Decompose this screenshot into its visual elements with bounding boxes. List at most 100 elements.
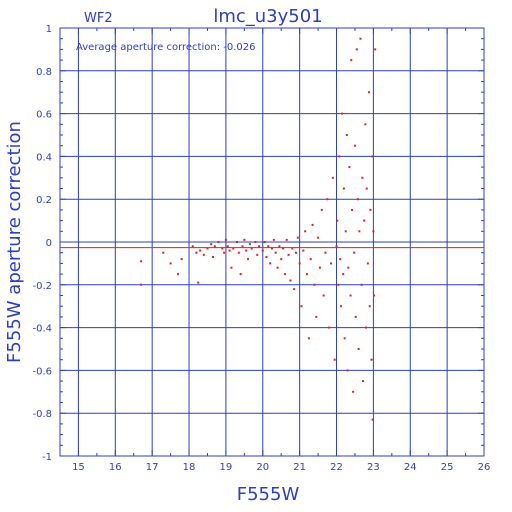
data-point — [339, 258, 342, 261]
y-tick-label: -0.6 — [32, 366, 52, 377]
data-point — [267, 245, 270, 248]
data-point — [336, 219, 339, 222]
data-point — [318, 266, 321, 269]
data-point — [371, 418, 374, 421]
x-tick-label: 22 — [330, 462, 343, 473]
data-point — [307, 337, 310, 340]
data-point — [311, 223, 314, 226]
data-point — [355, 48, 358, 51]
x-tick-label: 15 — [72, 462, 85, 473]
data-point — [278, 245, 281, 248]
data-point — [348, 166, 351, 169]
data-points — [140, 37, 377, 421]
data-point — [258, 245, 261, 248]
data-point — [350, 59, 353, 62]
y-tick-label: -1 — [42, 452, 52, 463]
data-point — [359, 37, 362, 40]
data-point — [232, 247, 235, 250]
data-point — [362, 380, 365, 383]
data-point — [265, 255, 268, 258]
x-tick-label: 23 — [367, 462, 380, 473]
data-point — [306, 273, 309, 276]
data-point — [344, 230, 347, 233]
x-tick-label: 19 — [220, 462, 233, 473]
data-point — [367, 91, 370, 94]
data-point — [360, 283, 363, 286]
data-point — [333, 358, 336, 361]
data-point — [176, 273, 179, 276]
data-point — [294, 251, 297, 254]
data-point — [356, 198, 359, 201]
reference-lines — [60, 241, 484, 249]
x-tick-label: 26 — [478, 462, 491, 473]
data-point — [195, 251, 198, 254]
data-point — [357, 348, 360, 350]
data-point — [368, 305, 371, 308]
data-point — [230, 266, 233, 269]
data-point — [341, 112, 344, 115]
data-point — [210, 243, 213, 246]
y-tick-label: -0.4 — [32, 324, 52, 335]
data-point — [374, 48, 377, 51]
data-point — [315, 315, 318, 318]
data-point — [328, 326, 331, 329]
data-point — [271, 247, 273, 250]
data-point — [313, 283, 316, 286]
x-tick-labels: 15 16 17 18 19 20 21 22 23 24 25 26 — [72, 462, 490, 473]
data-point — [353, 251, 356, 254]
data-point — [283, 273, 286, 276]
data-point — [372, 230, 375, 233]
data-point — [320, 208, 323, 211]
data-point — [276, 266, 279, 269]
data-point — [243, 238, 246, 241]
data-point — [206, 247, 209, 250]
data-point — [269, 262, 272, 265]
data-point — [338, 155, 341, 158]
data-point — [331, 176, 334, 179]
chart-title: lmc_u3y501 — [213, 6, 322, 27]
data-point — [250, 247, 253, 250]
data-point — [217, 241, 220, 243]
data-point — [239, 273, 242, 276]
data-point — [282, 247, 285, 250]
data-point — [254, 241, 257, 243]
y-tick-label: -0.2 — [32, 281, 52, 292]
data-point — [343, 337, 346, 340]
x-axis-label: F555W — [237, 484, 300, 505]
data-point — [293, 288, 296, 291]
data-point — [370, 358, 373, 361]
y-axis-label: F555W aperture correction — [4, 121, 25, 363]
average-annotation: Average aperture correction: -0.026 — [76, 42, 256, 53]
data-point — [364, 123, 367, 126]
data-point — [300, 305, 303, 308]
data-point — [349, 294, 352, 297]
data-point — [326, 198, 329, 201]
data-point — [235, 241, 238, 243]
data-point — [169, 262, 172, 265]
x-tick-label: 18 — [183, 462, 196, 473]
data-point — [324, 251, 327, 254]
data-point — [371, 155, 374, 158]
tick-marks — [60, 27, 485, 457]
data-point — [351, 208, 354, 211]
data-point — [298, 262, 301, 265]
data-point — [224, 238, 227, 241]
data-point — [361, 176, 364, 179]
data-point — [366, 262, 369, 265]
x-tick-label: 20 — [256, 462, 269, 473]
data-point — [256, 253, 259, 256]
y-tick-label: 0.8 — [36, 67, 52, 78]
data-point — [358, 230, 361, 233]
y-tick-label: 1 — [46, 24, 52, 35]
data-point — [274, 251, 277, 254]
data-point — [228, 249, 231, 252]
data-point — [291, 247, 294, 250]
y-tick-labels: -1 -0.8 -0.6 -0.4 -0.2 0 0.2 0.4 0.6 0.8 1 — [32, 24, 52, 463]
data-point — [302, 249, 305, 252]
data-point — [289, 279, 292, 282]
data-point — [335, 245, 338, 248]
y-tick-label: 0 — [46, 238, 52, 249]
data-point — [272, 238, 275, 241]
data-point — [373, 294, 376, 297]
data-point — [363, 219, 366, 222]
